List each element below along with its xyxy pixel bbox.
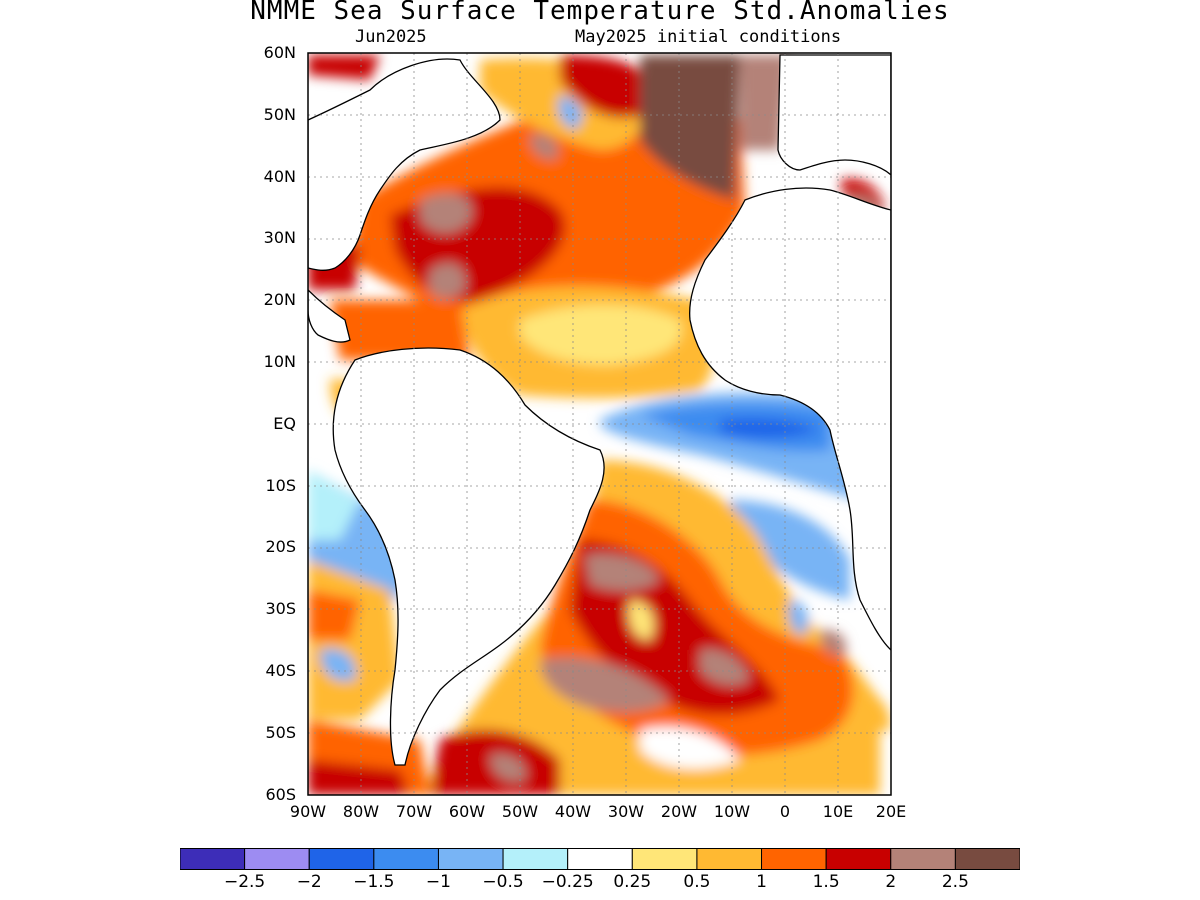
colorbar-swatch [761,848,827,870]
colorbar-swatch [567,848,633,870]
latitude-label: 10S [265,475,296,495]
colorbar-tick-label: −0.5 [482,872,524,892]
forecast-month: Jun2025 [355,27,427,47]
longitude-label: 80W [342,802,380,821]
colorbar-swatch [244,848,310,870]
latitude-label: 50N [263,104,296,124]
latitude-label: 60N [263,43,296,62]
longitude-label: 10E [822,802,854,821]
longitude-label: 30W [607,802,645,821]
colorbar-swatch [373,848,439,870]
latitude-label: 20S [265,537,296,557]
colorbar-swatch [502,848,569,870]
colorbar-tick-label: −2 [296,872,322,892]
longitude-label: 20E [875,802,907,821]
colorbar-swatch [890,848,956,870]
latitude-label: 30N [263,228,296,248]
map-title: NMME Sea Surface Temperature Std.Anomali… [250,0,950,26]
longitude-label: 60W [448,802,486,821]
colorbar-swatch [308,848,375,870]
colorbar-swatch [437,848,504,870]
longitude-label: 70W [395,802,433,821]
colorbar [180,848,1020,870]
colorbar-tick-label: 2.5 [941,872,969,892]
colorbar-swatch [825,848,892,870]
colorbar-tick-label: 1.5 [812,872,840,892]
colorbar-tick-label: 2 [885,872,897,892]
land-masses [308,54,891,766]
colorbar-swatch [696,848,763,870]
latitude-label: 60S [265,784,296,804]
longitude-label: 50W [501,802,539,821]
longitude-label: 40W [554,802,592,821]
latitude-label: 50S [265,722,296,742]
colorbar-tick-label: −2.5 [223,872,266,892]
longitude-label: 90W [289,802,327,821]
colorbar-swatch [180,848,246,870]
longitude-label: 10W [713,802,751,821]
initial-conditions-label: May2025 initial conditions [575,27,842,47]
colorbar-tick-label: 0.5 [683,872,711,892]
latitude-label: 30S [265,599,296,619]
colorbar-tick-label: 0.25 [613,872,652,892]
colorbar-tick-label: −0.25 [541,872,594,892]
longitude-label: 0 [779,802,791,821]
colorbar-tick-label: −1 [425,872,451,892]
colorbar-tick-label: −1.5 [353,872,395,892]
latitude-label: EQ [273,413,296,433]
colorbar-tick-label: 1 [756,872,767,892]
latitude-label: 40S [265,661,296,680]
colorbar-swatch [954,848,1020,870]
anomaly-field [308,53,891,795]
longitude-label: 20W [660,802,698,821]
map-frame [307,52,892,796]
latitude-label: 10N [263,352,296,371]
gridlines [308,53,891,795]
colorbar-swatch [631,848,698,870]
latitude-label: 40N [263,166,296,186]
latitude-label: 20N [263,290,296,310]
